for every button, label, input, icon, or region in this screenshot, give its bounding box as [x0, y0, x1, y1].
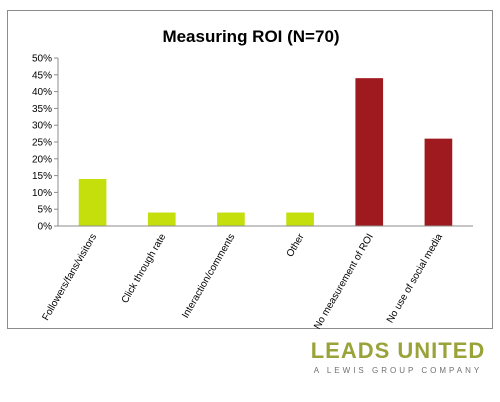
bar	[424, 138, 453, 226]
chart-title: Measuring ROI (N=70)	[162, 27, 339, 46]
y-tick-label: 15%	[32, 171, 52, 182]
bar	[78, 178, 107, 226]
chart-frame: Measuring ROI (N=70) 0% 5% 10% 15% 20% 25% 30%…	[7, 10, 493, 330]
leads-united-logo: LEADS UNITED A LEWIS GROUP COMPANY	[311, 338, 486, 375]
category-label: No use of social media	[385, 232, 445, 325]
bar-chart: Measuring ROI (N=70) 0% 5% 10% 15% 20% 25% 30%…	[32, 27, 473, 330]
logo-brand: LEADS UNITED	[311, 338, 486, 363]
category-label: Click through rate	[120, 232, 169, 306]
bar	[217, 212, 245, 226]
y-tick-label: 50%	[32, 54, 52, 65]
category-labels: Followers/fans/visitors Click through rat…	[40, 231, 445, 330]
bar	[147, 212, 176, 226]
category-label: No measurement of ROI	[312, 232, 376, 330]
y-tick-label: 40%	[32, 87, 52, 98]
y-tick-label: 35%	[32, 104, 52, 115]
y-tick-label: 5%	[38, 205, 53, 216]
y-tick-label: 10%	[32, 188, 52, 199]
category-label: Interaction/comments	[180, 232, 237, 320]
y-tick-label: 25%	[32, 138, 52, 149]
bars	[78, 78, 453, 226]
category-label: Other	[285, 231, 307, 259]
category-label: Followers/fans/visitors	[40, 232, 99, 323]
y-tick-label: 45%	[32, 70, 52, 81]
y-axis-ticks: 0% 5% 10% 15% 20% 25% 30% 35% 40% 45% 50%	[32, 54, 58, 233]
bar	[355, 78, 384, 226]
y-tick-label: 20%	[32, 154, 52, 165]
logo-tagline: A LEWIS GROUP COMPANY	[314, 366, 483, 375]
y-tick-label: 30%	[32, 121, 52, 132]
y-tick-label: 0%	[38, 222, 53, 233]
bar	[286, 212, 314, 226]
